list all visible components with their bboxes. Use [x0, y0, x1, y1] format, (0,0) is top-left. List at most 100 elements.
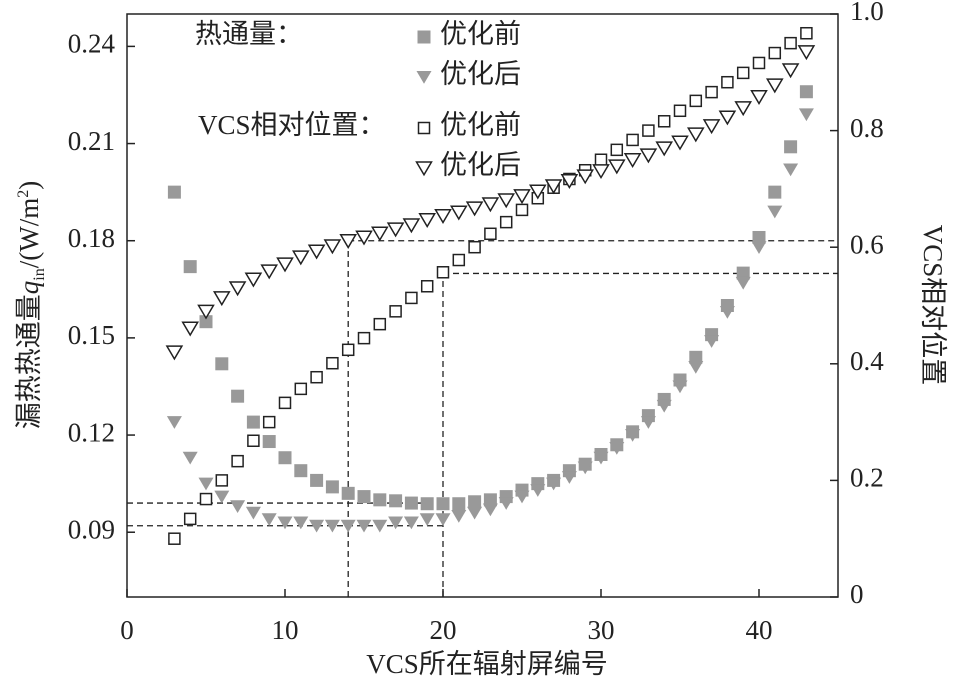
- point: [198, 477, 214, 491]
- point: [420, 280, 434, 293]
- point: [183, 512, 197, 526]
- legend-title: VCS相对位置：: [198, 110, 386, 140]
- y-axis-label-part: ): [14, 181, 44, 190]
- point: [230, 500, 246, 514]
- point: [355, 230, 373, 246]
- point: [750, 90, 768, 106]
- point: [278, 396, 292, 410]
- y2-axis-label: VCS相对位置: [918, 225, 948, 386]
- point: [705, 85, 718, 99]
- point: [357, 490, 371, 504]
- legend-marker: [417, 30, 431, 44]
- point: [277, 516, 293, 530]
- y2-tick-label: 0.2: [850, 463, 884, 493]
- point: [309, 519, 325, 533]
- point: [797, 45, 816, 61]
- point: [468, 495, 482, 509]
- y-tick-label: 0.12: [68, 417, 115, 447]
- point: [388, 516, 404, 530]
- point: [215, 474, 229, 487]
- point: [467, 506, 483, 520]
- point: [798, 108, 814, 122]
- point: [783, 163, 799, 177]
- point: [449, 205, 468, 221]
- point: [561, 471, 577, 484]
- point: [420, 497, 434, 511]
- point: [340, 519, 356, 533]
- point: [165, 345, 184, 361]
- point: [497, 193, 516, 209]
- point: [625, 429, 641, 442]
- point: [181, 321, 200, 337]
- legend-marker: [416, 71, 432, 84]
- legend-label: 优化后: [440, 150, 521, 180]
- point: [655, 141, 674, 157]
- point: [577, 461, 593, 475]
- point: [530, 484, 546, 497]
- plot-frame: [126, 13, 839, 598]
- y-axis-label-part: 2: [15, 190, 32, 198]
- point: [168, 532, 181, 545]
- point: [199, 492, 213, 506]
- point: [262, 415, 276, 429]
- point: [389, 305, 402, 318]
- point: [704, 335, 720, 348]
- point: [688, 361, 704, 374]
- point: [339, 234, 358, 250]
- point: [689, 94, 703, 108]
- point: [247, 434, 260, 448]
- y-axis-label: 漏热热通量qin/(W/m2): [14, 181, 47, 429]
- point: [610, 143, 624, 157]
- y2-tick-label: 1.0: [850, 0, 884, 26]
- point: [418, 213, 437, 229]
- point: [734, 101, 753, 117]
- y-tick-label: 0.21: [68, 126, 115, 156]
- point: [262, 435, 276, 449]
- point: [451, 510, 467, 523]
- point: [436, 266, 450, 279]
- point: [452, 253, 466, 267]
- point: [702, 119, 721, 135]
- point: [386, 222, 405, 238]
- x-tick-label: 40: [746, 615, 773, 645]
- point: [389, 494, 403, 508]
- point: [167, 185, 181, 199]
- point: [212, 291, 231, 307]
- point: [323, 239, 342, 255]
- point: [784, 140, 798, 154]
- point: [341, 343, 355, 357]
- point: [326, 356, 339, 370]
- point: [784, 36, 797, 50]
- point: [214, 490, 230, 504]
- point: [639, 148, 658, 164]
- point: [767, 205, 783, 219]
- point: [752, 56, 766, 70]
- y-axis-label-part: in: [31, 268, 48, 280]
- y-axis-label-part: /(W/m: [14, 198, 44, 268]
- point: [310, 473, 324, 487]
- legend-label: 优化前: [440, 110, 521, 140]
- point: [435, 513, 451, 527]
- point: [373, 317, 387, 331]
- y-tick-label: 0.18: [68, 223, 115, 253]
- point: [372, 519, 388, 533]
- point: [419, 513, 435, 527]
- point: [231, 389, 245, 403]
- point: [373, 493, 387, 507]
- point: [436, 497, 450, 511]
- point: [499, 215, 513, 229]
- point: [592, 164, 610, 180]
- point: [182, 451, 198, 465]
- point: [736, 66, 750, 80]
- point: [215, 357, 229, 371]
- point: [452, 497, 466, 511]
- point: [721, 75, 734, 89]
- point: [310, 370, 323, 384]
- point: [481, 197, 500, 213]
- point: [751, 241, 767, 254]
- point: [231, 454, 244, 468]
- point: [307, 244, 326, 260]
- point: [765, 78, 784, 94]
- point: [623, 153, 642, 168]
